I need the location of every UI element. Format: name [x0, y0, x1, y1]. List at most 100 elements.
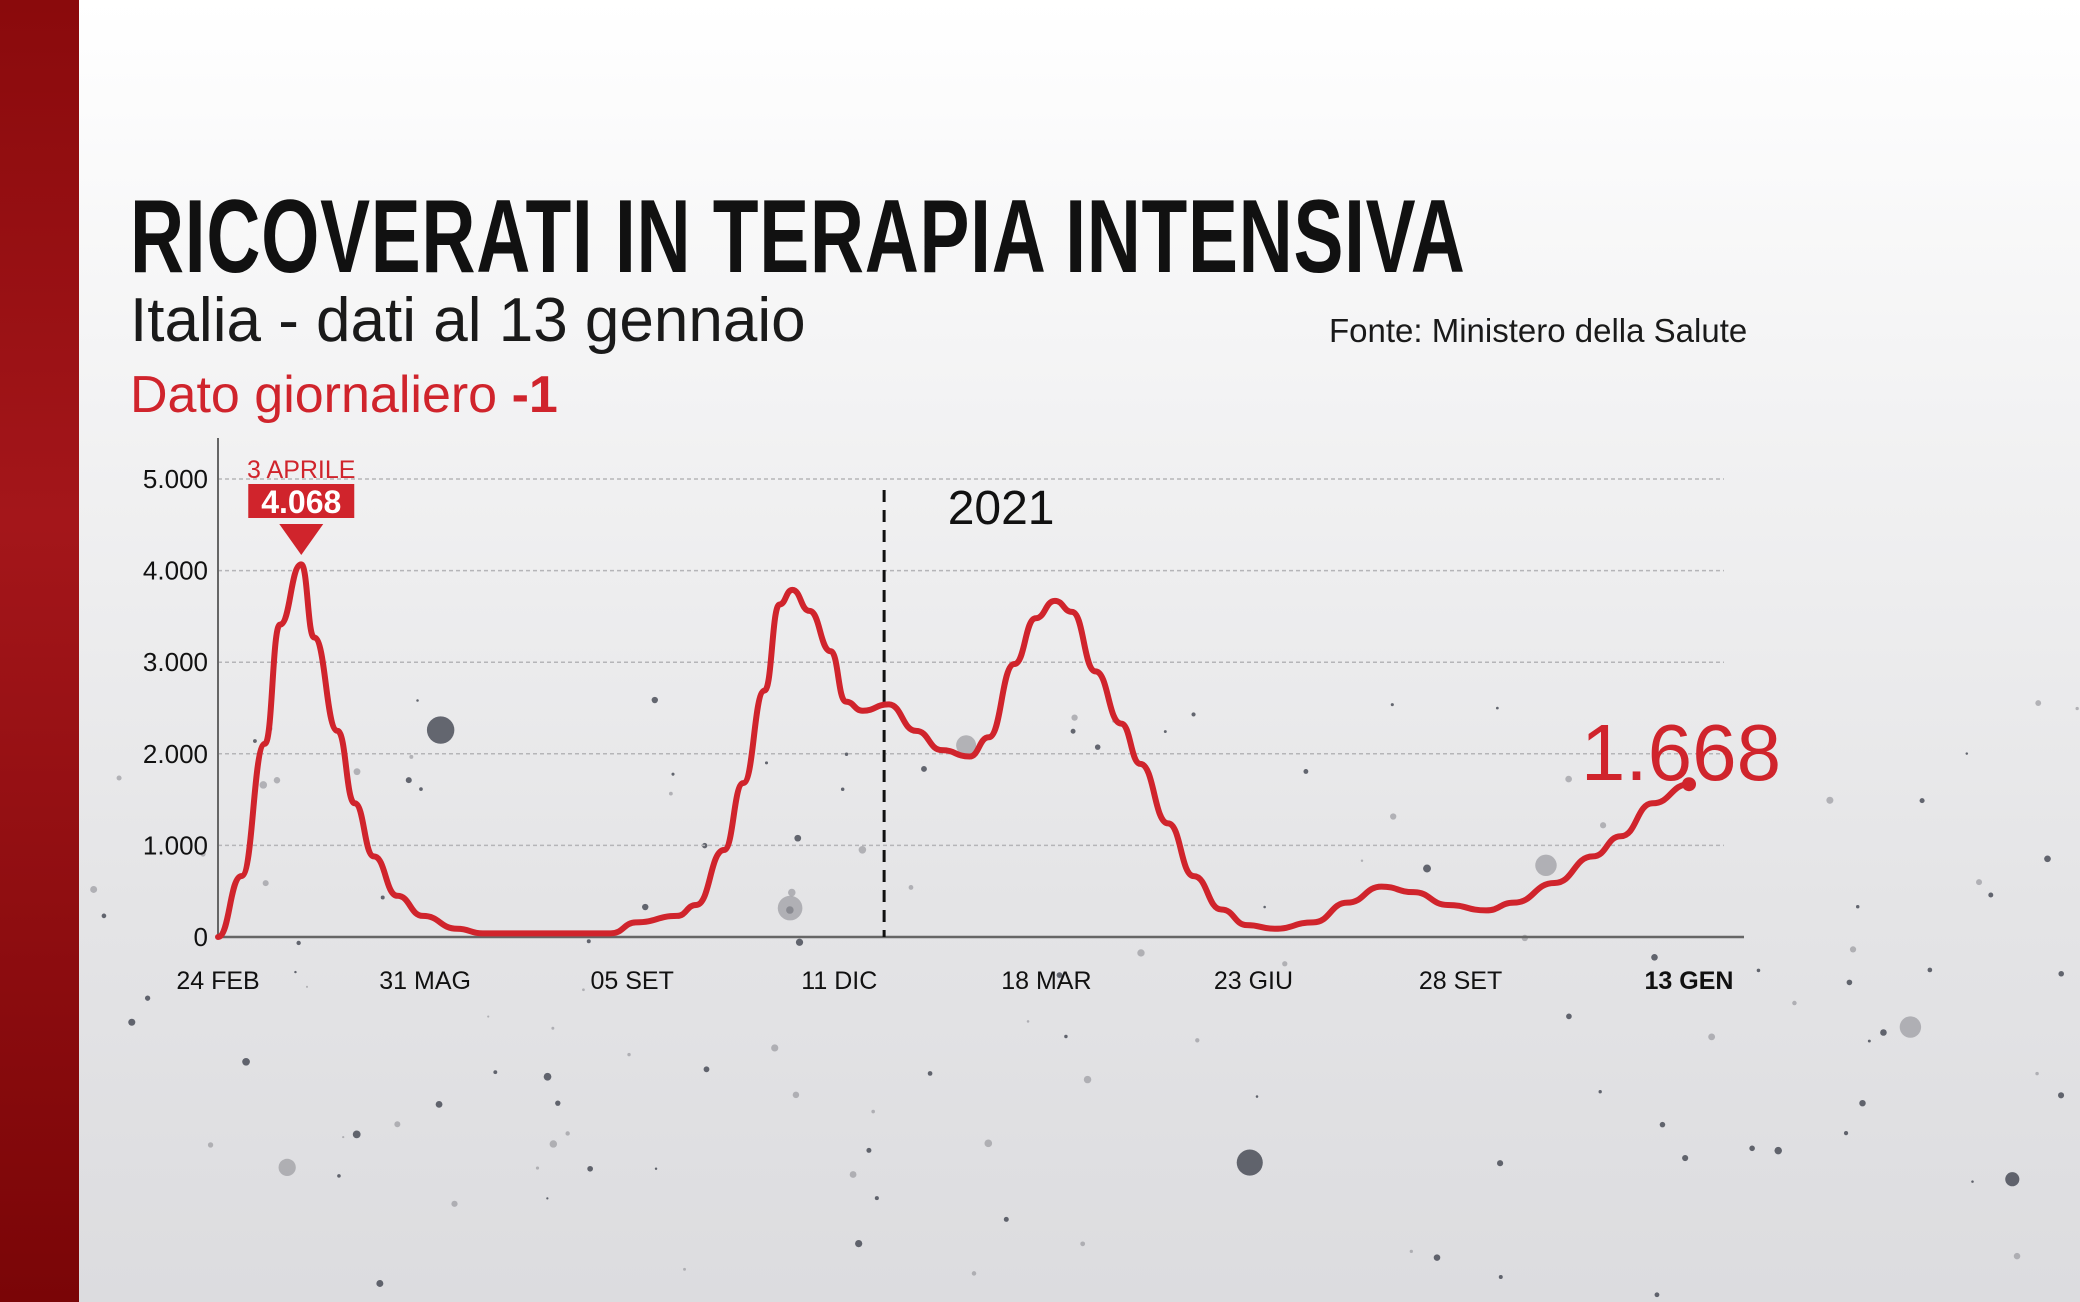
background-dot [353, 768, 361, 776]
background-dot [380, 895, 385, 900]
background-dot [555, 1100, 561, 1106]
background-dot [1303, 769, 1309, 774]
background-dot [2058, 970, 2064, 977]
background-dot [546, 1197, 549, 1200]
y-tick-label: 5.000 [143, 464, 208, 494]
background-dot [874, 1196, 879, 1201]
background-dot [101, 913, 107, 919]
background-dot [305, 985, 309, 988]
x-tick-label: 31 MAG [379, 967, 471, 995]
background-dot [1867, 1039, 1871, 1043]
background-dot [1390, 703, 1394, 707]
background-dot [795, 938, 804, 946]
background-dot [1137, 949, 1145, 957]
x-tick-label: 28 SET [1419, 967, 1502, 995]
background-dot [2044, 855, 2051, 863]
background-dot [337, 1174, 341, 1178]
background-dot [1498, 1274, 1503, 1279]
background-dot [627, 1052, 631, 1057]
background-dot [1195, 1038, 1200, 1043]
x-tick-label: 13 GEN [1645, 967, 1734, 995]
background-dot [200, 851, 206, 857]
y-tick-label: 4.000 [143, 556, 208, 586]
background-dot [921, 766, 927, 772]
background-dot [1774, 1146, 1782, 1155]
background-dot [1659, 1121, 1666, 1128]
background-dot [294, 970, 297, 974]
x-tick-label: 18 MAR [1001, 967, 1091, 995]
background-dot [792, 1091, 800, 1099]
background-dot [1360, 859, 1364, 862]
background-dot [1792, 1000, 1797, 1006]
background-dot [1880, 1029, 1887, 1036]
series-line [215, 561, 1692, 940]
background-dot [416, 699, 419, 702]
background-dot [242, 1057, 250, 1066]
background-dot [1056, 972, 1063, 978]
background-dot [840, 787, 845, 791]
background-dot [927, 1071, 933, 1076]
background-dot [278, 1158, 296, 1177]
year-marker-label: 2021 [948, 482, 1055, 535]
background-dot [1843, 1130, 1849, 1136]
background-dot [971, 1271, 977, 1276]
background-dot [409, 754, 414, 759]
background-dot [956, 735, 977, 756]
background-dot [1855, 904, 1860, 909]
background-dot [908, 885, 914, 890]
background-dot [794, 834, 802, 842]
background-dot [342, 1136, 345, 1139]
background-dot [849, 1171, 857, 1178]
background-dot [2035, 700, 2042, 706]
background-dot [1390, 813, 1397, 820]
x-tick-label: 23 GIU [1214, 967, 1293, 995]
chart-title: RICOVERATI IN TERAPIA INTENSIVA [130, 179, 1466, 295]
background-dot [1282, 961, 1288, 967]
background-dot [549, 1140, 558, 1148]
background-dot [777, 895, 803, 921]
background-dot [90, 885, 98, 893]
peak-pointer-icon [279, 524, 324, 555]
background-dot [1859, 1099, 1866, 1107]
background-dot [651, 696, 658, 704]
daily-change-value: -1 [511, 366, 558, 424]
background-dot [703, 1066, 710, 1073]
background-dot [419, 787, 423, 791]
chart-subtitle: Italia - dati al 13 gennaio [130, 286, 806, 355]
background-dot [586, 939, 591, 944]
background-dot [1535, 854, 1557, 877]
background-dot [1988, 892, 1994, 898]
background-dot [259, 781, 268, 789]
background-dot [543, 1072, 552, 1081]
background-dot [1899, 1016, 1922, 1038]
background-dot [855, 1239, 863, 1248]
background-dot [207, 1142, 214, 1148]
background-dot [764, 761, 769, 765]
background-dot [1654, 1292, 1660, 1298]
background-dot [1566, 1013, 1572, 1020]
background-dot [654, 1167, 658, 1170]
background-dot [587, 1165, 593, 1172]
background-dot [871, 1109, 875, 1114]
background-dot [1236, 1149, 1263, 1176]
background-dot [1191, 712, 1196, 717]
background-dot [1263, 905, 1266, 909]
background-dot [582, 988, 585, 992]
background-dot [1064, 1034, 1068, 1039]
source-note: Fonte: Ministero della Salute [1329, 312, 1748, 349]
background-dot [273, 776, 281, 784]
background-dot [451, 1200, 458, 1207]
background-dot [1163, 730, 1167, 734]
background-dot [253, 739, 257, 743]
background-dot [535, 1166, 540, 1170]
background-dot [1749, 1145, 1755, 1152]
background-dot [296, 940, 301, 946]
background-dot [1495, 706, 1499, 710]
background-dot [1497, 1160, 1504, 1167]
background-dot [1976, 879, 1983, 886]
background-dot [487, 1015, 490, 1018]
background-dot [683, 1267, 686, 1271]
background-dot [984, 1139, 993, 1148]
y-tick-label: 0 [194, 922, 208, 952]
